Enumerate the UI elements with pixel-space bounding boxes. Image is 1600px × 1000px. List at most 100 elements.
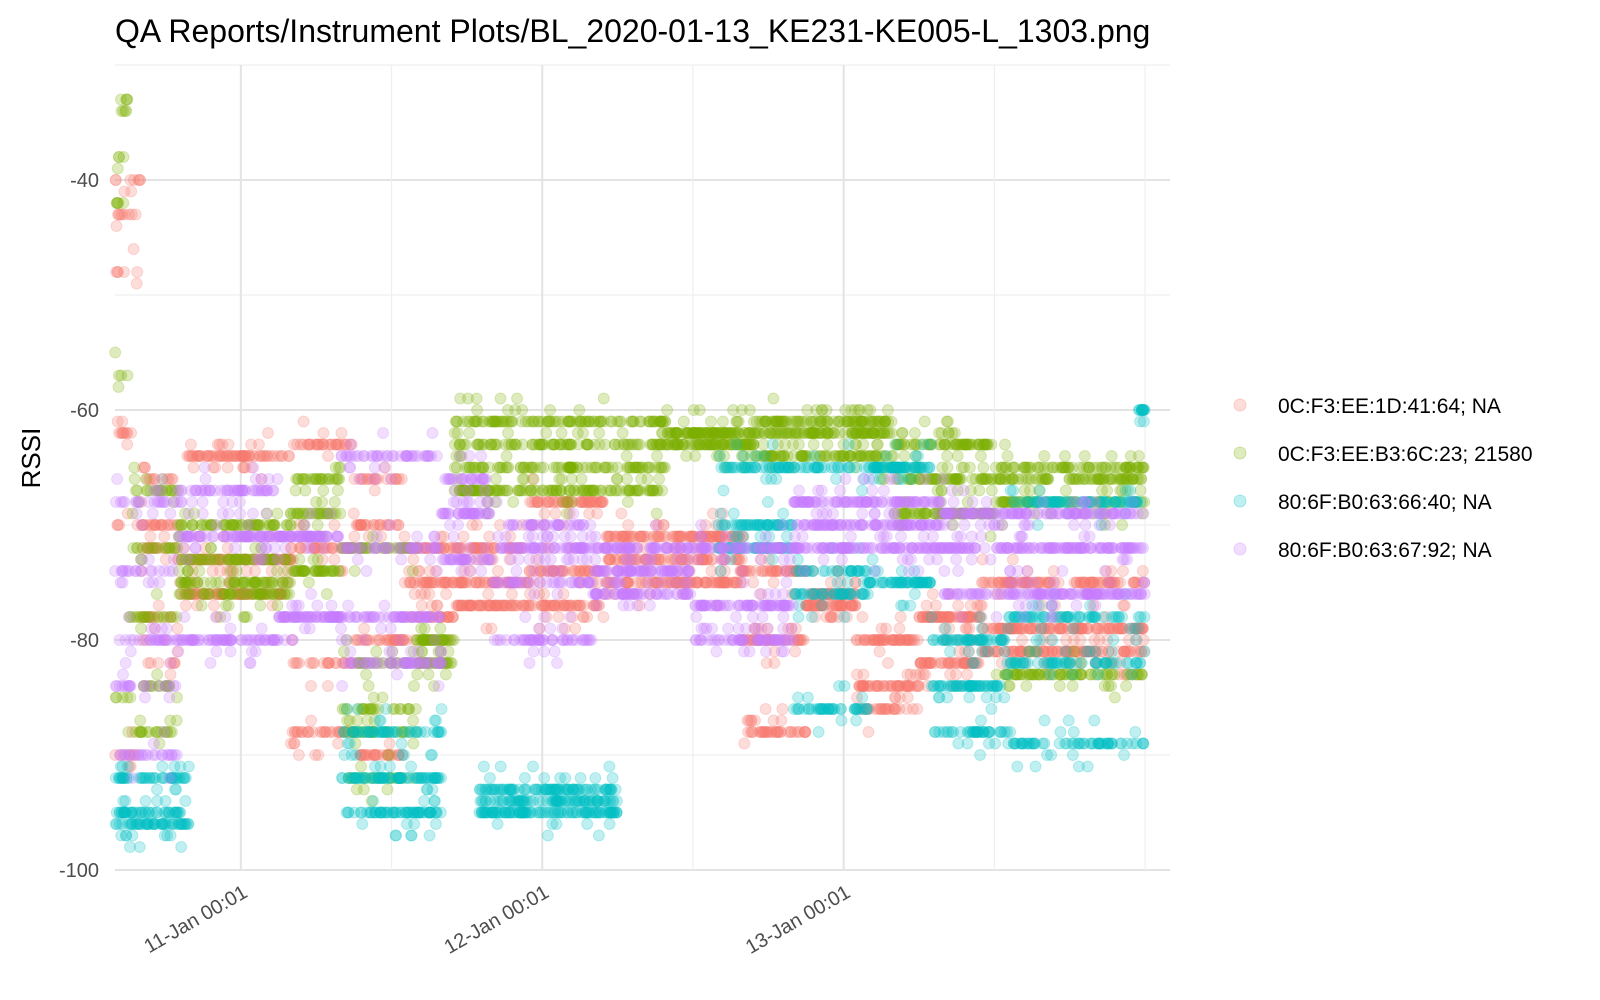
data-point: [592, 829, 605, 842]
data-point: [178, 588, 191, 600]
data-point: [192, 450, 205, 462]
data-point: [139, 772, 152, 784]
data-point: [653, 473, 666, 485]
data-point: [1127, 576, 1140, 589]
data-point: [322, 438, 335, 451]
data-point: [898, 450, 911, 462]
data-point: [1132, 450, 1145, 462]
data-point: [561, 599, 574, 612]
data-point: [118, 266, 131, 278]
data-point: [423, 829, 436, 842]
data-point: [882, 657, 894, 669]
data-point: [135, 611, 148, 623]
data-point: [143, 611, 156, 623]
data-point: [116, 415, 129, 428]
data-point: [411, 668, 424, 681]
data-point: [254, 588, 267, 600]
data-point: [148, 611, 161, 623]
data-point: [282, 576, 295, 589]
data-point: [115, 427, 127, 439]
data-point: [821, 427, 834, 439]
data-point: [284, 553, 297, 566]
data-point: [186, 565, 199, 577]
data-point: [204, 542, 217, 554]
data-point: [282, 450, 295, 462]
data-point: [1118, 599, 1131, 612]
data-point: [1040, 473, 1052, 485]
data-point: [486, 415, 499, 428]
data-point: [355, 519, 368, 531]
data-point: [128, 461, 141, 474]
data-point: [130, 277, 143, 290]
data-point: [111, 266, 124, 278]
data-point: [571, 427, 584, 439]
data-point: [451, 427, 464, 439]
data-point: [277, 553, 290, 566]
data-point: [132, 174, 145, 186]
data-point: [123, 841, 136, 853]
data-point: [854, 450, 867, 462]
data-point: [874, 427, 887, 439]
data-point: [116, 806, 129, 819]
data-point: [415, 599, 428, 612]
data-point: [848, 404, 861, 416]
data-point: [191, 450, 204, 462]
data-point: [1059, 450, 1071, 462]
data-point: [951, 450, 964, 462]
data-point: [570, 806, 583, 819]
data-point: [415, 622, 428, 635]
data-point: [536, 806, 549, 819]
data-point: [931, 484, 944, 497]
data-point: [603, 818, 616, 830]
data-point: [311, 438, 324, 451]
data-point: [606, 772, 619, 784]
data-point: [125, 185, 138, 198]
data-point: [1088, 634, 1101, 646]
data-point: [216, 588, 229, 600]
data-point: [550, 484, 562, 497]
data-point: [398, 530, 411, 543]
data-point: [791, 415, 804, 428]
data-point: [171, 622, 184, 635]
data-point: [538, 507, 551, 520]
data-point: [890, 680, 903, 692]
data-point: [154, 519, 167, 531]
data-point: [893, 622, 906, 635]
data-point: [360, 668, 373, 681]
data-point: [1127, 473, 1140, 485]
data-point: [271, 565, 283, 577]
data-point: [246, 450, 259, 462]
data-point: [171, 645, 184, 658]
data-point: [1101, 484, 1114, 497]
data-point: [151, 783, 163, 796]
data-point: [351, 714, 364, 727]
data-point: [759, 703, 772, 715]
data-point: [216, 588, 229, 600]
data-point: [454, 392, 467, 405]
data-point: [332, 461, 345, 474]
data-point: [1074, 634, 1087, 646]
data-point: [127, 243, 140, 255]
data-point: [151, 668, 164, 681]
data-point: [821, 415, 834, 428]
data-point: [589, 772, 602, 784]
data-point: [559, 772, 572, 784]
data-point: [164, 519, 177, 531]
data-point: [237, 450, 249, 462]
data-point: [340, 703, 353, 715]
data-point: [238, 588, 251, 600]
data-point: [335, 427, 348, 439]
data-point: [157, 519, 170, 531]
data-point: [468, 415, 481, 428]
data-point: [428, 714, 441, 727]
data-point: [148, 519, 161, 531]
data-point: [218, 553, 231, 566]
data-point: [233, 450, 246, 462]
data-point: [974, 450, 987, 462]
data-point: [221, 461, 234, 474]
data-point: [125, 208, 138, 221]
data-point: [914, 657, 927, 669]
data-point: [661, 404, 674, 416]
data-point: [269, 588, 281, 600]
